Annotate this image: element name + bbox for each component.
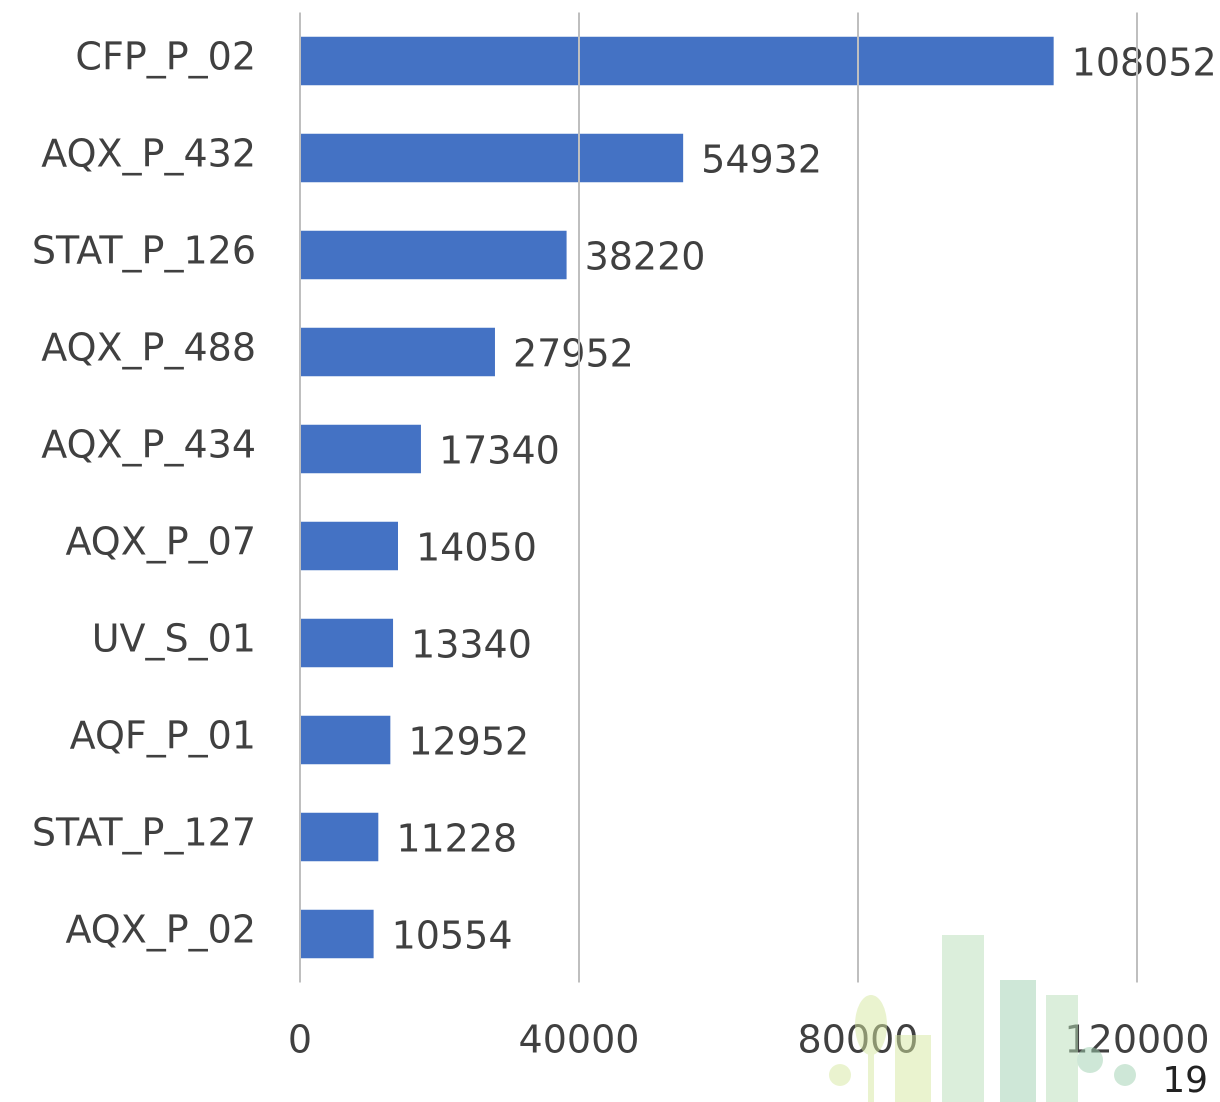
- bar: [300, 424, 421, 474]
- value-label: 12952: [408, 720, 529, 764]
- value-label: 13340: [411, 623, 532, 667]
- y-tick-label: AQX_P_432: [41, 132, 256, 176]
- x-tick-label: 40000: [519, 1018, 640, 1062]
- y-tick-label: STAT_P_127: [32, 811, 256, 855]
- bar: [300, 133, 684, 183]
- y-tick-label: AQX_P_488: [41, 326, 256, 370]
- bar: [300, 715, 391, 765]
- bar: [300, 327, 495, 377]
- value-label: 108052: [1072, 41, 1217, 85]
- value-label: 10554: [392, 914, 513, 958]
- y-tick-label: UV_S_01: [92, 617, 256, 661]
- value-label: 11228: [396, 817, 517, 861]
- y-tick-label: AQX_P_434: [41, 423, 256, 467]
- value-label: 54932: [701, 138, 822, 182]
- bar: [300, 812, 379, 862]
- value-label: 27952: [513, 332, 634, 376]
- x-tick-label: 0: [288, 1018, 312, 1062]
- value-label: 17340: [439, 429, 560, 473]
- bar: [300, 521, 398, 571]
- y-tick-label: AQF_P_01: [70, 714, 256, 758]
- value-label: 14050: [416, 526, 537, 570]
- bar: [300, 618, 394, 668]
- bar: [300, 36, 1054, 86]
- bar: [300, 909, 374, 959]
- y-tick-label: AQX_P_02: [65, 908, 256, 952]
- bar: [300, 230, 567, 280]
- y-tick-label: AQX_P_07: [65, 520, 256, 564]
- y-tick-label: STAT_P_126: [32, 229, 256, 273]
- page-number: 19: [1162, 1060, 1208, 1101]
- y-tick-label: CFP_P_02: [75, 35, 256, 79]
- decoration: [829, 935, 1136, 1102]
- value-label: 38220: [585, 235, 706, 279]
